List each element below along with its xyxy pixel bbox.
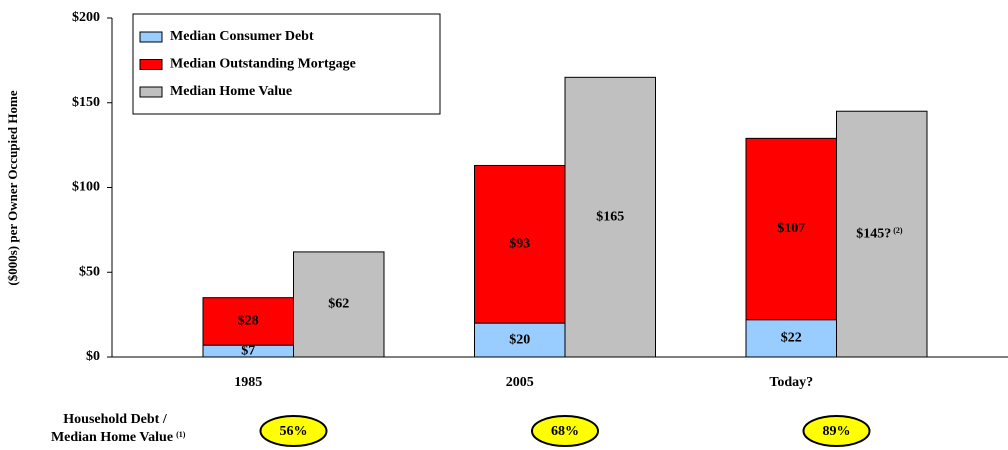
ratio-badge [802,415,871,447]
data-label: $93 [509,237,530,252]
x-tick-label: Today? [769,375,813,390]
legend-label: Median Outstanding Mortgage [170,57,356,72]
data-label: $28 [238,314,259,329]
legend-swatch [139,86,163,98]
bar [564,76,656,358]
x-tick-label: 2005 [506,375,534,390]
ratio-badge [531,415,599,447]
data-label: $7 [241,343,255,358]
y-tick-label: $200 [72,10,100,25]
data-label: $145? [856,226,891,241]
legend-box [132,13,441,115]
legend-label: Median Home Value [170,84,292,99]
x-tick-label: 1985 [234,375,262,390]
ratio-row-label: Median Home Value [51,430,173,445]
legend-swatch [139,31,163,43]
bar [745,319,837,358]
bar [202,297,294,346]
data-label: $62 [328,297,349,312]
legend-swatch [139,59,163,70]
data-label: $107 [777,221,805,236]
y-tick-label: $50 [79,264,100,279]
bar [474,164,566,324]
ratio-badge [259,415,328,447]
data-label: $20 [509,332,530,347]
y-tick-label: $100 [72,180,100,195]
y-axis-label: ($000s) per Owner Occupied Home [5,90,20,285]
data-label-note: (2) [893,226,903,235]
bar [293,251,385,358]
y-tick-label: $0 [86,349,100,364]
ratio-label: 89% [823,424,851,439]
ratio-label: 68% [551,424,579,439]
ratio-row-label: Household Debt / [63,412,168,427]
data-label: $165 [596,209,624,224]
bar [836,110,928,358]
legend-label: Median Consumer Debt [170,29,314,44]
y-tick-label: $150 [72,95,100,110]
data-label: $22 [781,331,802,346]
ratio-row-note: (1) [176,430,186,439]
ratio-label: 56% [280,424,308,439]
